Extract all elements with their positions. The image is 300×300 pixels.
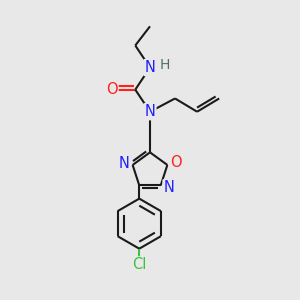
Text: N: N — [145, 104, 155, 119]
Text: Cl: Cl — [132, 257, 146, 272]
Text: O: O — [170, 155, 182, 170]
Text: N: N — [164, 180, 174, 195]
Text: N: N — [145, 60, 155, 75]
Text: H: H — [160, 58, 170, 72]
Text: O: O — [106, 82, 118, 97]
Text: N: N — [119, 156, 130, 171]
